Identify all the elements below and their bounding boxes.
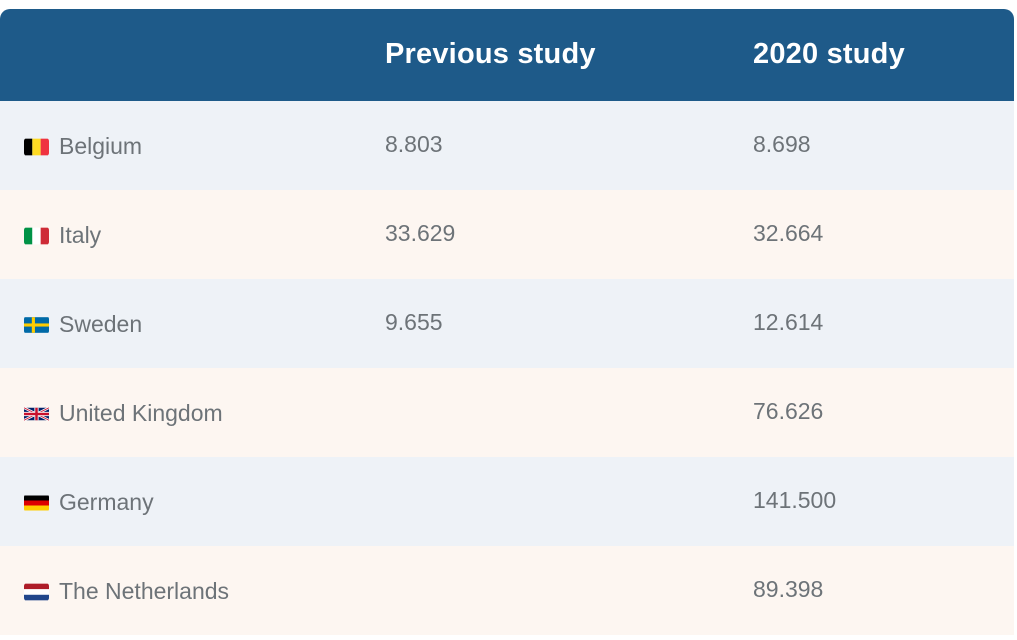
country-label: Belgium (59, 133, 143, 159)
previous-study-value: 9.655 (385, 309, 443, 335)
country-label: Sweden (59, 311, 143, 337)
study-2020-value: 8.698 (753, 131, 811, 157)
uk-flag-icon (24, 405, 49, 423)
table-row: Sweden 9.655 12.614 (0, 279, 1014, 368)
table-row: Germany 141.500 (0, 457, 1014, 546)
country-cell: Sweden (24, 311, 142, 338)
study-2020-value: 76.626 (753, 398, 824, 424)
germany-flag-icon (24, 494, 49, 512)
study-2020-value: 141.500 (753, 487, 837, 513)
study-2020-value: 89.398 (753, 576, 824, 602)
table-row: Belgium 8.803 8.698 (0, 101, 1014, 190)
sweden-flag-icon (24, 316, 49, 334)
comparison-table: Previous study 2020 study Belgium 8.803 … (0, 9, 1014, 636)
country-label: United Kingdom (59, 400, 223, 426)
country-cell: United Kingdom (24, 400, 223, 427)
table-header: Previous study 2020 study (0, 9, 1014, 101)
study-2020-value: 12.614 (753, 309, 824, 335)
italy-flag-icon (24, 227, 49, 245)
study-2020-value: 32.664 (753, 220, 824, 246)
table-row: The Netherlands 89.398 (0, 546, 1014, 635)
country-label: Germany (59, 489, 154, 515)
belgium-flag-icon (24, 138, 49, 156)
country-label: The Netherlands (59, 578, 230, 604)
previous-study-value: 8.803 (385, 131, 443, 157)
country-cell: Italy (24, 222, 101, 249)
header-previous-study: Previous study (385, 38, 596, 70)
table-row: Italy 33.629 32.664 (0, 190, 1014, 279)
header-2020-study: 2020 study (753, 38, 905, 70)
table-row: United Kingdom 76.626 (0, 368, 1014, 457)
netherlands-flag-icon (24, 583, 49, 601)
previous-study-value: 33.629 (385, 220, 456, 246)
country-cell: The Netherlands (24, 578, 229, 605)
country-cell: Belgium (24, 133, 142, 160)
country-label: Italy (59, 222, 102, 248)
country-cell: Germany (24, 489, 154, 516)
